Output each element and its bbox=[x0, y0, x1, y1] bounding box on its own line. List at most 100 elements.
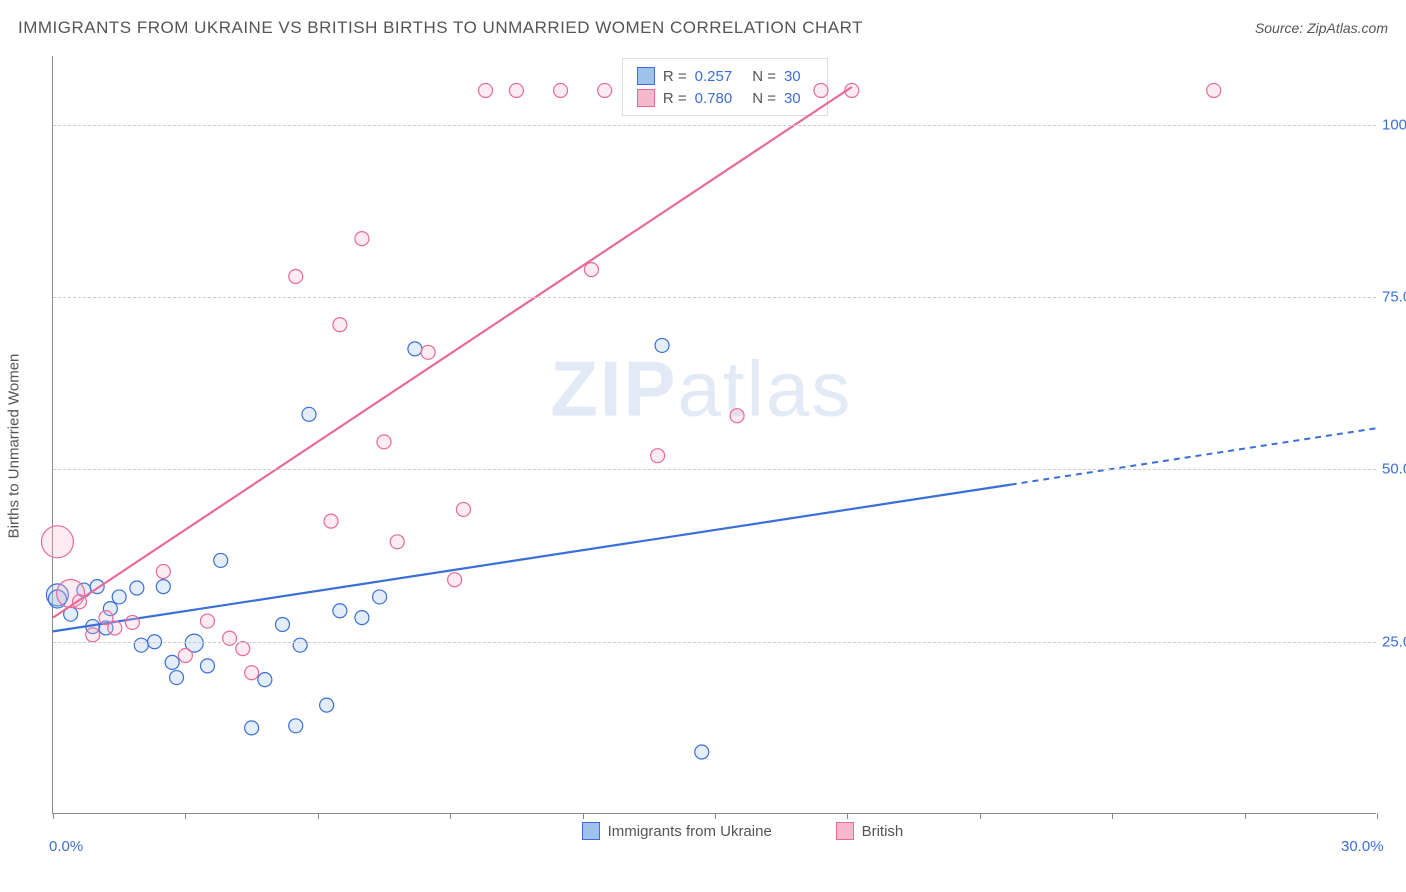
x-tick-label: 0.0% bbox=[49, 838, 83, 855]
data-point bbox=[408, 342, 422, 356]
data-point bbox=[64, 607, 78, 621]
x-tick bbox=[1112, 813, 1113, 819]
stat-r-label: R = bbox=[663, 90, 687, 107]
x-tick-label: 30.0% bbox=[1341, 838, 1384, 855]
data-point bbox=[324, 514, 338, 528]
data-point bbox=[86, 620, 100, 634]
data-point bbox=[421, 345, 435, 359]
data-point bbox=[178, 649, 192, 663]
data-point bbox=[448, 573, 462, 587]
data-point bbox=[103, 602, 117, 616]
data-point bbox=[46, 584, 68, 606]
data-point bbox=[125, 615, 139, 629]
x-tick bbox=[450, 813, 451, 819]
stat-n-label: N = bbox=[752, 90, 776, 107]
data-point bbox=[77, 583, 91, 597]
data-point bbox=[355, 611, 369, 625]
legend-swatch bbox=[637, 67, 655, 85]
data-point bbox=[302, 407, 316, 421]
data-point bbox=[730, 409, 744, 423]
data-point bbox=[214, 553, 228, 567]
y-tick-label: 100.0% bbox=[1382, 116, 1406, 133]
data-point bbox=[554, 83, 568, 97]
data-point bbox=[165, 655, 179, 669]
data-point bbox=[245, 666, 259, 680]
data-point bbox=[695, 745, 709, 759]
gridline bbox=[53, 642, 1376, 643]
data-point bbox=[185, 634, 203, 652]
stat-n-label: N = bbox=[752, 68, 776, 85]
x-tick bbox=[185, 813, 186, 819]
data-point bbox=[845, 83, 859, 97]
scatter-plot: ZIPatlas R = 0.257N = 30R = 0.780N = 30 … bbox=[52, 56, 1376, 814]
data-point bbox=[156, 580, 170, 594]
stats-row: R = 0.257 N = 30 bbox=[637, 65, 813, 87]
data-point bbox=[57, 579, 85, 607]
bottom-legend-item: Immigrants from Ukraine bbox=[582, 822, 772, 840]
y-axis-label: Births to Unmarried Women bbox=[6, 354, 23, 539]
stat-r-value: 0.780 bbox=[695, 90, 733, 107]
data-point bbox=[289, 719, 303, 733]
data-point bbox=[112, 590, 126, 604]
data-point bbox=[86, 628, 100, 642]
watermark: ZIPatlas bbox=[550, 344, 852, 435]
chart-title: IMMIGRANTS FROM UKRAINE VS BRITISH BIRTH… bbox=[18, 18, 863, 38]
gridline bbox=[53, 125, 1376, 126]
data-point bbox=[333, 318, 347, 332]
data-point bbox=[390, 535, 404, 549]
data-point bbox=[99, 621, 113, 635]
data-point bbox=[320, 698, 334, 712]
data-point bbox=[293, 638, 307, 652]
data-point bbox=[275, 618, 289, 632]
data-point bbox=[223, 631, 237, 645]
x-tick bbox=[980, 813, 981, 819]
y-tick-label: 25.0% bbox=[1382, 633, 1406, 650]
data-point bbox=[377, 435, 391, 449]
stats-legend: R = 0.257N = 30R = 0.780N = 30 bbox=[622, 58, 828, 116]
data-point bbox=[200, 659, 214, 673]
x-tick bbox=[715, 813, 716, 819]
data-point bbox=[245, 721, 259, 735]
plot-svg bbox=[53, 56, 1376, 813]
stats-row: R = 0.780N = 30 bbox=[637, 87, 813, 109]
legend-swatch bbox=[582, 822, 600, 840]
x-tick bbox=[583, 813, 584, 819]
data-point bbox=[655, 338, 669, 352]
data-point bbox=[200, 614, 214, 628]
data-point bbox=[456, 502, 470, 516]
x-tick bbox=[1245, 813, 1246, 819]
data-point bbox=[651, 449, 665, 463]
x-tick bbox=[847, 813, 848, 819]
data-point bbox=[99, 611, 113, 625]
legend-label: British bbox=[862, 823, 904, 840]
x-tick bbox=[1377, 813, 1378, 819]
data-point bbox=[72, 595, 86, 609]
data-point bbox=[1207, 83, 1221, 97]
gridline bbox=[53, 297, 1376, 298]
stat-n-value: 30 bbox=[784, 68, 801, 85]
y-tick-label: 75.0% bbox=[1382, 289, 1406, 306]
data-point bbox=[598, 83, 612, 97]
data-point bbox=[130, 581, 144, 595]
bottom-legend-item: British bbox=[836, 822, 904, 840]
data-point bbox=[108, 621, 122, 635]
stat-r-label: R = bbox=[663, 68, 687, 85]
data-point bbox=[134, 638, 148, 652]
data-point bbox=[373, 590, 387, 604]
stat-r-value: 0.257 bbox=[695, 68, 733, 85]
data-point bbox=[156, 564, 170, 578]
x-tick bbox=[53, 813, 54, 819]
gridline bbox=[53, 469, 1376, 470]
data-point bbox=[258, 673, 272, 687]
data-point bbox=[48, 590, 66, 608]
data-point bbox=[333, 604, 347, 618]
data-point bbox=[355, 232, 369, 246]
regression-line bbox=[53, 485, 1011, 632]
regression-line-dashed bbox=[1011, 428, 1377, 485]
source-attribution: Source: ZipAtlas.com bbox=[1255, 20, 1388, 36]
data-point bbox=[170, 671, 184, 685]
x-tick bbox=[318, 813, 319, 819]
data-point bbox=[289, 270, 303, 284]
legend-label: Immigrants from Ukraine bbox=[608, 823, 772, 840]
data-point bbox=[509, 83, 523, 97]
